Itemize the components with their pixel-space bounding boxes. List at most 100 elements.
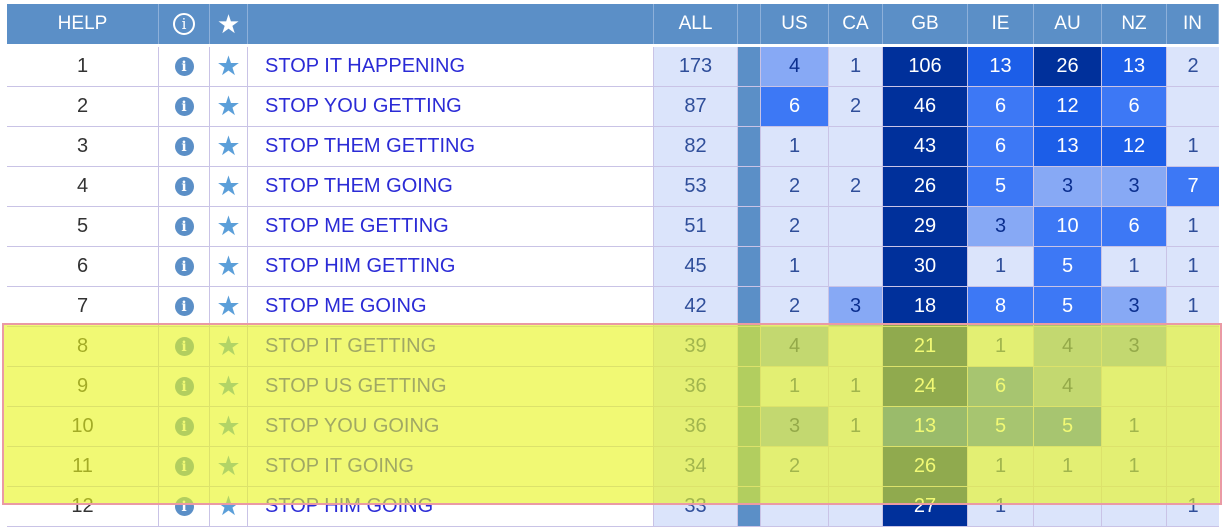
phrase-link[interactable]: STOP IT HAPPENING: [248, 47, 654, 87]
all-column-header[interactable]: ALL: [654, 4, 738, 44]
info-icon[interactable]: i: [174, 177, 194, 196]
phrase-link[interactable]: STOP YOU GETTING: [248, 87, 654, 127]
star-icon[interactable]: ★: [216, 411, 241, 441]
table-row[interactable]: 5 i ★ STOP ME GETTING 51 2 29 3 10 6 1: [7, 207, 1219, 247]
phrase-link[interactable]: STOP ME GETTING: [248, 207, 654, 247]
table-row[interactable]: 4 i ★ STOP THEM GOING 53 2 2 26 5 3 3 7: [7, 167, 1219, 207]
phrase-link[interactable]: STOP US GETTING: [248, 367, 654, 407]
country-cell-ca: [829, 207, 883, 247]
star-cell[interactable]: ★: [210, 87, 248, 127]
phrase-link[interactable]: STOP THEM GOING: [248, 167, 654, 207]
rank-cell: 5: [7, 207, 159, 247]
info-icon[interactable]: i: [174, 377, 194, 396]
country-cell-in: 1: [1167, 247, 1219, 287]
star-cell[interactable]: ★: [210, 407, 248, 447]
info-icon[interactable]: i: [174, 457, 194, 476]
country-cell-nz: 1: [1102, 407, 1167, 447]
star-icon[interactable]: ★: [216, 371, 241, 401]
info-icon[interactable]: i: [174, 497, 194, 516]
star-cell[interactable]: ★: [210, 287, 248, 327]
star-icon[interactable]: ★: [216, 251, 241, 281]
phrase-link[interactable]: STOP IT GOING: [248, 447, 654, 487]
country-header-au[interactable]: AU: [1034, 4, 1102, 44]
info-icon[interactable]: i: [174, 257, 194, 276]
star-cell[interactable]: ★: [210, 447, 248, 487]
help-column-header[interactable]: HELP: [7, 4, 159, 44]
table-row[interactable]: 12 i ★ STOP HIM GOING 33 27 1 1: [7, 487, 1219, 527]
info-cell[interactable]: i: [159, 327, 210, 367]
table-row[interactable]: 6 i ★ STOP HIM GETTING 45 1 30 1 5 1 1: [7, 247, 1219, 287]
info-icon[interactable]: i: [174, 417, 194, 436]
star-icon[interactable]: ★: [216, 491, 241, 521]
country-cell-ie: 1: [968, 447, 1034, 487]
bar-cell: [738, 447, 761, 487]
table-row[interactable]: 7 i ★ STOP ME GOING 42 2 3 18 8 5 3 1: [7, 287, 1219, 327]
info-cell[interactable]: i: [159, 287, 210, 327]
star-icon[interactable]: ★: [216, 131, 241, 161]
country-header-us[interactable]: US: [761, 4, 829, 44]
star-cell[interactable]: ★: [210, 247, 248, 287]
star-icon[interactable]: ★: [216, 91, 241, 121]
rank-cell: 11: [7, 447, 159, 487]
phrase-link[interactable]: STOP YOU GOING: [248, 407, 654, 447]
star-cell[interactable]: ★: [210, 47, 248, 87]
info-icon[interactable]: i: [174, 57, 194, 76]
star-cell[interactable]: ★: [210, 207, 248, 247]
info-icon[interactable]: i: [174, 97, 194, 116]
table-row[interactable]: 8 i ★ STOP IT GETTING 39 4 21 1 4 3: [7, 327, 1219, 367]
star-icon[interactable]: ★: [216, 51, 241, 81]
country-header-ca[interactable]: CA: [829, 4, 883, 44]
table-row[interactable]: 11 i ★ STOP IT GOING 34 2 26 1 1 1: [7, 447, 1219, 487]
country-header-gb[interactable]: GB: [883, 4, 968, 44]
country-header-in[interactable]: IN: [1167, 4, 1219, 44]
country-cell-gb: 13: [883, 407, 968, 447]
info-cell[interactable]: i: [159, 127, 210, 167]
info-cell[interactable]: i: [159, 47, 210, 87]
star-icon[interactable]: ★: [216, 211, 241, 241]
table-row[interactable]: 3 i ★ STOP THEM GETTING 82 1 43 6 13 12 1: [7, 127, 1219, 167]
all-count-cell: 36: [654, 407, 738, 447]
info-icon[interactable]: i: [174, 337, 194, 356]
country-cell-in: 1: [1167, 127, 1219, 167]
country-cell-ie: 6: [968, 127, 1034, 167]
info-icon[interactable]: i: [174, 297, 194, 316]
phrase-link[interactable]: STOP IT GETTING: [248, 327, 654, 367]
info-cell[interactable]: i: [159, 247, 210, 287]
table-row[interactable]: 10 i ★ STOP YOU GOING 36 3 1 13 5 5 1: [7, 407, 1219, 447]
info-icon[interactable]: i: [174, 137, 194, 156]
star-icon[interactable]: ★: [216, 451, 241, 481]
country-cell-ca: [829, 247, 883, 287]
phrase-link[interactable]: STOP HIM GETTING: [248, 247, 654, 287]
star-cell[interactable]: ★: [210, 127, 248, 167]
info-cell[interactable]: i: [159, 167, 210, 207]
info-icon[interactable]: i: [174, 217, 194, 236]
bar-cell: [738, 87, 761, 127]
star-cell[interactable]: ★: [210, 487, 248, 527]
star-cell[interactable]: ★: [210, 367, 248, 407]
star-icon[interactable]: ★: [216, 331, 241, 361]
phrase-link[interactable]: STOP THEM GETTING: [248, 127, 654, 167]
all-count-cell: 34: [654, 447, 738, 487]
info-cell[interactable]: i: [159, 407, 210, 447]
star-cell[interactable]: ★: [210, 167, 248, 207]
bar-column-header: [738, 4, 761, 44]
phrase-link[interactable]: STOP ME GOING: [248, 287, 654, 327]
info-cell[interactable]: i: [159, 487, 210, 527]
rank-cell: 2: [7, 87, 159, 127]
info-cell[interactable]: i: [159, 447, 210, 487]
star-icon[interactable]: ★: [216, 291, 241, 321]
info-cell[interactable]: i: [159, 87, 210, 127]
table-row[interactable]: 1 i ★ STOP IT HAPPENING 173 4 1 106 13 26 13 2: [7, 47, 1219, 87]
table-row[interactable]: 2 i ★ STOP YOU GETTING 87 6 2 46 6 12 6: [7, 87, 1219, 127]
country-header-ie[interactable]: IE: [968, 4, 1034, 44]
country-cell-gb: 26: [883, 447, 968, 487]
info-cell[interactable]: i: [159, 367, 210, 407]
table-row[interactable]: 9 i ★ STOP US GETTING 36 1 1 24 6 4: [7, 367, 1219, 407]
star-icon[interactable]: ★: [216, 171, 241, 201]
info-cell[interactable]: i: [159, 207, 210, 247]
phrase-link[interactable]: STOP HIM GOING: [248, 487, 654, 527]
country-header-nz[interactable]: NZ: [1102, 4, 1167, 44]
star-cell[interactable]: ★: [210, 327, 248, 367]
all-count-cell: 33: [654, 487, 738, 527]
country-cell-ca: [829, 447, 883, 487]
